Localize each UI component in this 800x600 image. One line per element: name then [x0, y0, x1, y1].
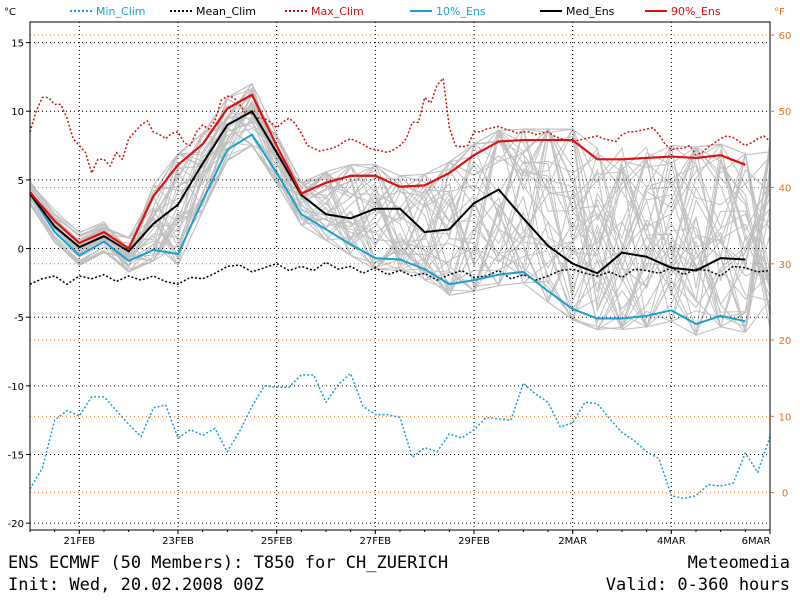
chart-legend: Min_Clim Mean_Clim Max_Clim 10%_Ens Med_Ens 9… — [70, 5, 721, 18]
footer-init-time: Init: Wed, 20.02.2008 00Z — [8, 575, 264, 595]
x-tick-label: 23FEB — [162, 536, 194, 547]
x-tick-label: 4MAR — [657, 536, 686, 547]
ensemble-member-line — [29, 111, 771, 310]
plot-frame — [29, 21, 771, 531]
footer-brand: Meteomedia — [687, 553, 790, 573]
y-tick-label-fahrenheit: 30 — [779, 260, 792, 271]
y-tick-label-fahrenheit: 40 — [779, 184, 792, 195]
ensemble-member-line — [29, 102, 771, 311]
legend-label-max_clim: Max_Clim — [311, 5, 364, 18]
y-axis-unit-celsius: °C — [4, 7, 16, 18]
y-tick-label-celsius: 0 — [18, 245, 24, 256]
legend-label-ens90: 90%_Ens — [671, 5, 721, 18]
y-tick-label-fahrenheit: 0 — [782, 489, 788, 500]
ensemble-member-line — [29, 93, 771, 313]
x-tick-label: 25FEB — [261, 536, 293, 547]
y-tick-label-celsius: 10 — [11, 107, 24, 118]
y-tick-label-fahrenheit: 60 — [779, 31, 792, 42]
y-tick-label-celsius: -5 — [14, 313, 24, 324]
series-line-mean_clim — [29, 261, 771, 285]
ensemble-member-line — [29, 82, 771, 328]
y-tick-label-fahrenheit: 10 — [779, 412, 792, 423]
legend-label-med: Med_Ens — [566, 5, 615, 18]
legend-label-ens10: 10%_Ens — [436, 5, 486, 18]
y-tick-label-fahrenheit: 20 — [779, 336, 792, 347]
legend-label-min_clim: Min_Clim — [96, 5, 146, 18]
x-tick-label: 27FEB — [360, 536, 392, 547]
x-tick-label: 29FEB — [458, 536, 490, 547]
ensemble-member-line — [29, 98, 771, 317]
legend-label-mean_clim: Mean_Clim — [196, 5, 256, 18]
y-axis-unit-fahrenheit: °F — [774, 7, 785, 18]
y-tick-label-celsius: -15 — [8, 450, 24, 461]
y-tick-label-celsius: 15 — [11, 39, 24, 50]
series-line-ens90 — [29, 93, 746, 250]
x-tick-label: 6MAR — [742, 536, 771, 547]
series-line-med — [29, 110, 746, 275]
series-line-min_clim — [29, 372, 771, 500]
chart-series — [29, 77, 771, 500]
y-tick-label-celsius: -20 — [8, 519, 24, 530]
footer-valid-range: Valid: 0-360 hours — [605, 575, 790, 595]
x-tick-label: 21FEB — [64, 536, 96, 547]
ensemble-member-line — [29, 127, 771, 313]
footer-title: ENS ECMWF (50 Members): T850 for CH_ZUER… — [8, 553, 449, 573]
ensemble-member-line — [29, 95, 771, 329]
y-tick-label-celsius: 5 — [18, 176, 24, 187]
x-tick-label: 2MAR — [558, 536, 587, 547]
ensemble-member-line — [29, 106, 771, 252]
y-tick-label-celsius: -10 — [8, 382, 24, 393]
ensemble-member-line — [29, 117, 771, 272]
series-line-ens10 — [29, 133, 746, 326]
ensemble-member-line — [29, 100, 771, 332]
ensemble-member-line — [29, 100, 771, 282]
ensemble-member-line — [29, 117, 771, 331]
y-tick-label-fahrenheit: 50 — [779, 107, 792, 118]
chart-grid — [30, 22, 771, 530]
ensemble-member-line — [29, 112, 771, 331]
ensemble-member-line — [29, 108, 771, 269]
series-line-max_clim — [29, 77, 771, 174]
